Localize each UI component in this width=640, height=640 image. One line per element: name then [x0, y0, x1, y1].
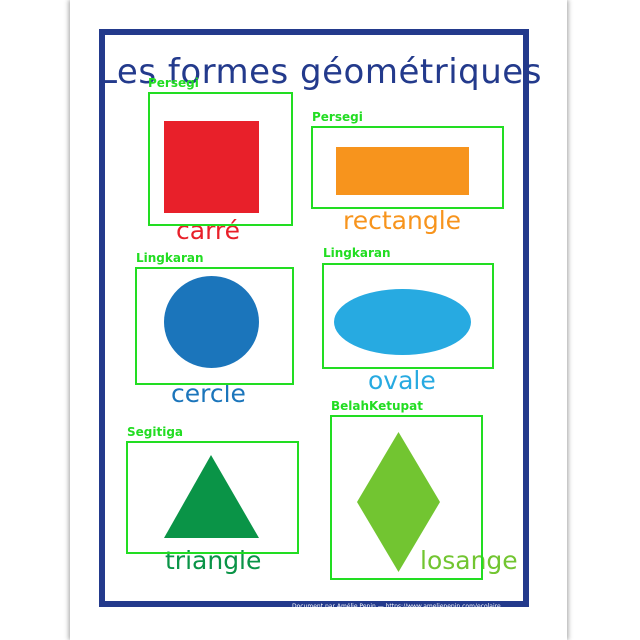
word-carre: carré — [176, 216, 241, 245]
poster-title: Les formes géométriques — [98, 52, 542, 92]
annotation-label-diamond: BelahKetupat — [331, 399, 423, 413]
word-cercle: cercle — [171, 379, 246, 408]
word-rectangle: rectangle — [343, 206, 462, 235]
word-ovale: ovale — [368, 366, 436, 395]
diamond-shape — [357, 432, 440, 572]
oval-shape — [334, 289, 471, 355]
annotation-label-triangle: Segitiga — [127, 425, 184, 439]
annotation-box-square — [148, 92, 293, 226]
annotation-box-triangle — [126, 441, 299, 554]
annotation-label-rectangle: Persegi — [312, 110, 363, 124]
annotation-box-rectangle — [311, 126, 504, 209]
annotation-label-oval: Lingkaran — [323, 246, 391, 260]
word-losange: losange — [420, 546, 518, 575]
annotation-label-square: Persegi — [148, 76, 199, 90]
circle-shape — [164, 276, 259, 368]
rectangle-shape — [336, 147, 469, 195]
square-shape — [164, 121, 259, 213]
annotation-label-circle: Lingkaran — [136, 251, 204, 265]
annotation-box-circle — [135, 267, 294, 385]
poster-footer: Document par Amélie Pepin — https://www.… — [292, 603, 501, 610]
annotation-box-oval — [322, 263, 494, 369]
annotation-box-diamond — [330, 415, 483, 580]
triangle-shape — [164, 455, 259, 538]
